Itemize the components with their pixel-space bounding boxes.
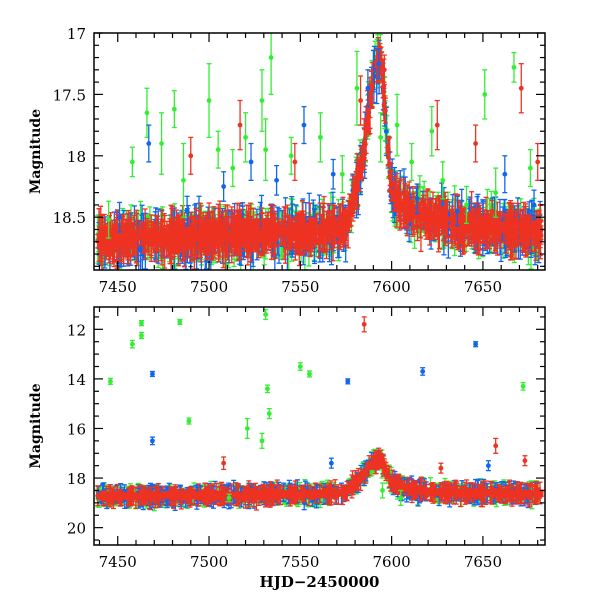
data-layer [95,21,543,275]
noise-point [384,129,389,134]
